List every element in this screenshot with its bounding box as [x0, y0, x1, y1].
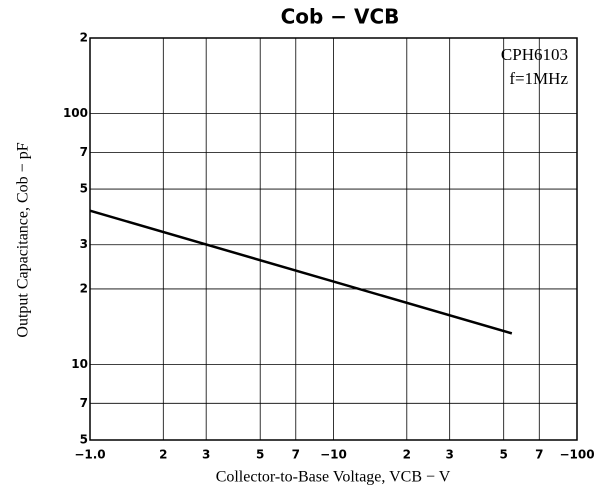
y-tick-label: 7: [80, 396, 88, 410]
annotation: CPH6103: [501, 45, 568, 64]
y-tick-label: 7: [80, 145, 88, 159]
x-tick-label: −10: [320, 448, 347, 462]
line: [89, 209, 513, 335]
x-tick-label: 5: [256, 448, 264, 462]
x-tick-label: −100: [559, 448, 594, 462]
y-tick-label: 3: [80, 237, 88, 251]
x-tick-label: 3: [445, 448, 453, 462]
x-axis-label: Collector-to-Base Voltage, VCB − V: [216, 469, 451, 486]
y-tick-label: 100: [63, 106, 88, 120]
y-tick-label: 2: [80, 31, 88, 45]
y-tick-label: 10: [71, 357, 88, 371]
x-tick-label: 2: [403, 448, 411, 462]
y-tick-label: 5: [80, 182, 88, 196]
y-tick-label: 2: [80, 281, 88, 295]
x-tick-label: 2: [159, 448, 167, 462]
x-tick-label: 5: [500, 448, 508, 462]
x-tick-label: 3: [202, 448, 210, 462]
y-axis-label: Output Capacitance, Cob − pF: [15, 142, 32, 337]
y-tick-label: 5: [80, 433, 88, 447]
x-tick-label: 7: [292, 448, 300, 462]
x-tick-label: −1.0: [74, 448, 105, 462]
x-tick-label: 7: [535, 448, 543, 462]
chart-title: Cob − VCB: [281, 5, 400, 29]
